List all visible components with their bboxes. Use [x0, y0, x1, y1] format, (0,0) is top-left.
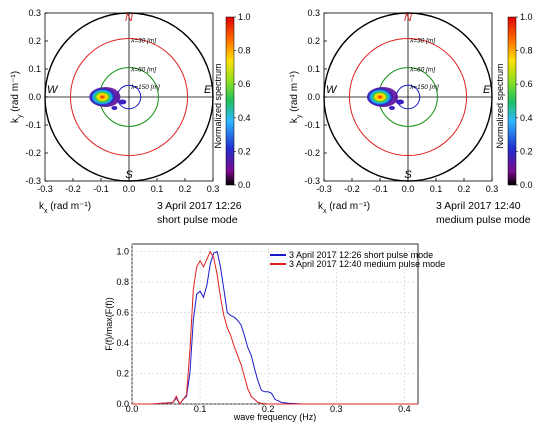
spectrum-blob: [89, 88, 116, 106]
y-tick-label: -0.1: [304, 120, 320, 130]
y-tick-label: 0.0: [307, 92, 320, 102]
x-tick-label: 0.3: [330, 404, 343, 414]
x-axis-label: wave frequency (Hz): [233, 412, 317, 422]
x-tick-label: -0.3: [37, 184, 53, 194]
colorbar-tick-label: 0.0: [238, 180, 251, 190]
colorbar-tick-label: 0.4: [238, 113, 251, 123]
wavelength-circle: [348, 37, 468, 157]
x-tick-label: 0.2: [262, 404, 275, 414]
x-tick-label: 0.1: [194, 404, 207, 414]
colorbar: [225, 16, 235, 186]
series-line-medium-pulse: [132, 250, 418, 405]
colorbar-tick-label: 0.8: [520, 46, 533, 56]
colorbar-tick-label: 0.2: [238, 146, 251, 156]
x-tick-label: 0.2: [458, 184, 471, 194]
plot-frame: [131, 243, 419, 405]
series-line-short-pulse: [132, 250, 418, 405]
legend-entry: 3 April 2017 12:40 medium pulse mode: [289, 259, 445, 269]
caption-date: 3 April 2017 12:26: [157, 200, 242, 212]
compass-east: E: [483, 84, 491, 96]
wavelength-label: λ=60 [m]: [409, 67, 435, 74]
y-tick-label: 0.8: [116, 277, 129, 287]
colorbar-tick-label: 0.0: [520, 180, 533, 190]
y-tick-label: 0.2: [28, 36, 41, 46]
colorbar-label: Normalized spectrum: [495, 63, 505, 148]
wavelength-label: λ=30 [m]: [130, 37, 156, 44]
spectrum-blob: [367, 88, 393, 106]
x-tick-label: -0.2: [344, 184, 360, 194]
x-tick-label: -0.1: [372, 184, 388, 194]
x-tick-label: 0.3: [486, 184, 499, 194]
compass-south: S: [404, 169, 412, 181]
spectrum-secondary-blob: [111, 106, 118, 110]
y-tick-label: 1.0: [116, 247, 129, 257]
colorbar: [507, 16, 517, 186]
caption-mode: short pulse mode: [157, 214, 238, 226]
polar-spectrum-panel-short: λ=30 [m] λ=60 [m] λ=150 [m] N S W E -0.3 -0.2 -0.…: [10, 8, 251, 226]
x-tick-label: 0.1: [151, 184, 164, 194]
y-axis-label: F(f)/max(F(f)): [104, 297, 114, 350]
colorbar-label: Normalized spectrum: [213, 63, 223, 148]
x-tick-label: 0.0: [123, 184, 136, 194]
x-tick-label: -0.1: [93, 184, 109, 194]
colorbar-tick-label: 0.4: [520, 113, 533, 123]
x-tick-label: 0.0: [126, 404, 139, 414]
y-axis-label: ky (rad m⁻¹): [10, 71, 24, 123]
compass-west: W: [326, 84, 338, 96]
y-tick-label: 0.4: [116, 338, 129, 348]
compass-west: W: [47, 84, 59, 96]
wavelength-label: λ=150 [m]: [130, 84, 160, 91]
wavelength-label: λ=60 [m]: [130, 67, 156, 74]
colorbar-tick-label: 0.2: [520, 146, 533, 156]
y-tick-label: 0.2: [116, 369, 129, 379]
y-tick-label: -0.1: [25, 120, 41, 130]
wavelength-label: λ=30 [m]: [409, 37, 435, 44]
y-tick-label: -0.3: [25, 176, 41, 186]
y-tick-label: 0.2: [307, 36, 320, 46]
y-tick-label: 0.0: [28, 92, 41, 102]
colorbar-tick-label: 1.0: [238, 12, 251, 22]
wavelength-circle: [69, 37, 189, 157]
caption-date: 3 April 2017 12:40: [436, 200, 521, 212]
y-tick-label: -0.2: [25, 148, 41, 158]
spectrum-secondary-blob: [396, 99, 404, 105]
spectrum-secondary-blob: [389, 106, 395, 110]
x-tick-label: -0.3: [316, 184, 332, 194]
y-tick-label: 0.0: [116, 399, 129, 409]
polar-spectrum-panel-medium: λ=30 [m] λ=60 [m] λ=150 [m] N S W E -0.3 -0.2 -0.…: [289, 8, 533, 226]
legend-entry: 3 April 2017 12:26 short pulse mode: [289, 250, 433, 260]
x-tick-label: 0.4: [398, 404, 411, 414]
compass-south: S: [125, 169, 133, 181]
x-tick-label: 0.0: [402, 184, 415, 194]
y-tick-label: 0.6: [116, 308, 129, 318]
caption-mode: medium pulse mode: [436, 214, 531, 226]
x-axis-label: kx (rad m⁻¹): [318, 201, 370, 215]
colorbar-tick-label: 0.6: [520, 79, 533, 89]
x-axis-label: kx (rad m⁻¹): [39, 201, 91, 215]
y-tick-label: -0.2: [304, 148, 320, 158]
colorbar-tick-label: 0.6: [238, 79, 251, 89]
y-tick-label: 0.1: [307, 64, 320, 74]
frequency-spectrum-panel: 0.0 0.1 0.2 0.3 0.4 0.0 0.2 0.4 0.6 0.8 1.0 3 April…: [104, 243, 445, 422]
y-tick-label: 0.1: [28, 64, 41, 74]
x-tick-label: 0.1: [430, 184, 443, 194]
x-tick-label: 0.2: [179, 184, 192, 194]
y-axis-label: ky (rad m⁻¹): [289, 71, 303, 123]
spectrum-secondary-blob: [118, 99, 127, 105]
y-tick-label: -0.3: [304, 176, 320, 186]
wavelength-label: λ=150 [m]: [409, 84, 439, 91]
compass-north: N: [404, 12, 412, 24]
compass-east: E: [204, 84, 212, 96]
colorbar-tick-label: 0.8: [238, 46, 251, 56]
y-tick-label: 0.3: [28, 8, 41, 18]
x-tick-label: 0.3: [207, 184, 220, 194]
x-tick-label: -0.2: [65, 184, 81, 194]
y-tick-label: 0.3: [307, 8, 320, 18]
colorbar-tick-label: 1.0: [520, 12, 533, 22]
compass-north: N: [125, 12, 133, 24]
